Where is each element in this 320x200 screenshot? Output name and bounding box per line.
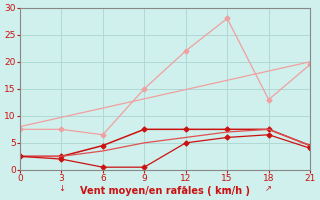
Text: ↓: ↓: [58, 184, 65, 193]
X-axis label: Vent moyen/en rafales ( km/h ): Vent moyen/en rafales ( km/h ): [80, 186, 250, 196]
Text: ↖: ↖: [182, 184, 189, 193]
Text: →: →: [224, 184, 231, 193]
Text: ↗: ↗: [265, 184, 272, 193]
